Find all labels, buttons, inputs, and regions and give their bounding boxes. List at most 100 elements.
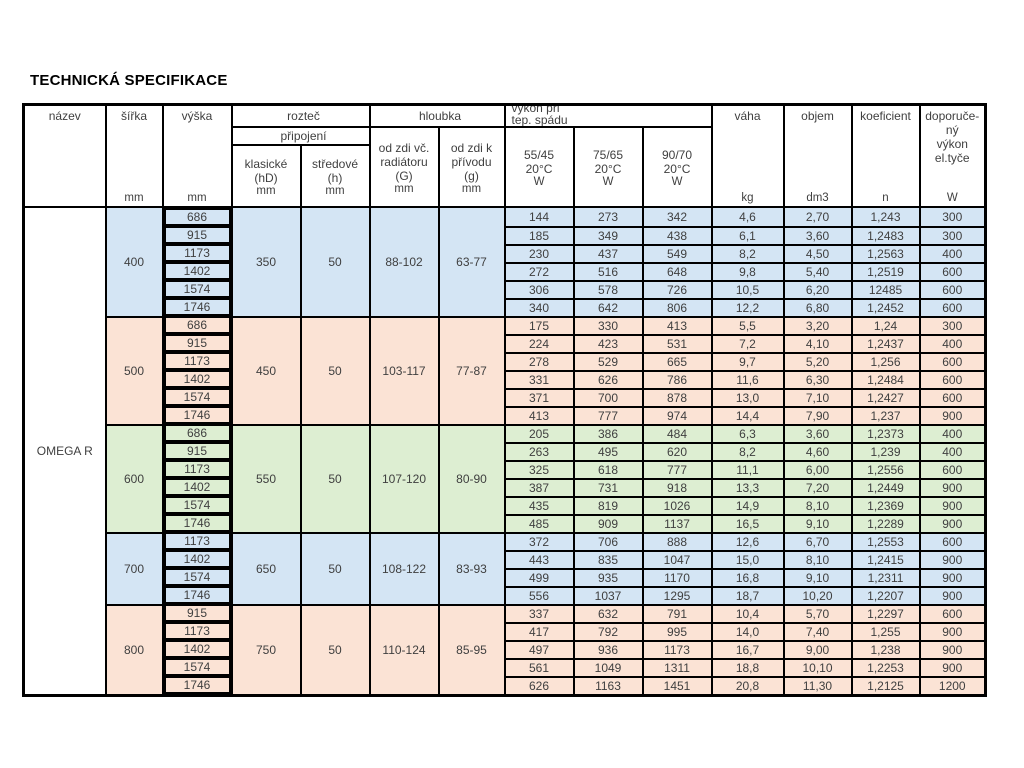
power-9070-cell: 1137	[641, 514, 713, 534]
power-7565-cell: 437	[572, 244, 644, 264]
el-rod-power-cell: 600	[918, 604, 987, 624]
volume-cell: 9,10	[782, 568, 853, 588]
col-header-pripojeni: připojení	[230, 126, 371, 146]
power-7565-cell: 700	[572, 388, 644, 408]
table-row: 1402 497 936 1173 16,7 9,00 1,238 900	[24, 640, 987, 660]
table-row: 1574 306 578 726 10,5 6,20 12485 600	[24, 280, 987, 300]
weight-cell: 15,0	[710, 550, 785, 570]
coefficient-cell: 1,243	[850, 206, 921, 228]
coefficient-cell: 1,2289	[850, 514, 921, 534]
height-cell: 1402	[161, 640, 233, 660]
table-row: 1173 325 618 777 11,1 6,00 1,2556 600	[24, 460, 987, 480]
table-row: 1402 443 835 1047 15,0 8,10 1,2415 900	[24, 550, 987, 570]
power-9070-cell: 1311	[641, 658, 713, 678]
coefficient-cell: 1,2563	[850, 244, 921, 264]
pitch-classic-cell: 750	[230, 604, 302, 697]
el-rod-power-cell: 900	[918, 514, 987, 534]
weight-cell: 7,2	[710, 334, 785, 354]
depth-radiator-cell: 88-102	[368, 206, 440, 318]
coefficient-cell: 1,2553	[850, 532, 921, 552]
weight-cell: 20,8	[710, 676, 785, 697]
volume-cell: 6,30	[782, 370, 853, 390]
volume-cell: 10,10	[782, 658, 853, 678]
el-rod-power-cell: 900	[918, 478, 987, 498]
table-row: 1402 387 731 918 13,3 7,20 1,2449 900	[24, 478, 987, 498]
el-rod-power-cell: 900	[918, 640, 987, 660]
col-header-koeficient: koeficient n	[850, 103, 921, 208]
power-7565-cell: 423	[572, 334, 644, 354]
volume-cell: 3,60	[782, 226, 853, 246]
power-7565-cell: 731	[572, 478, 644, 498]
power-5545-cell: 497	[503, 640, 575, 660]
el-rod-power-cell: 300	[918, 316, 987, 336]
el-rod-power-cell: 1200	[918, 676, 987, 697]
depth-radiator-cell: 110-124	[368, 604, 440, 697]
power-9070-cell: 438	[641, 226, 713, 246]
el-rod-power-cell: 400	[918, 424, 987, 444]
power-5545-cell: 175	[503, 316, 575, 336]
coefficient-cell: 1,24	[850, 316, 921, 336]
depth-radiator-cell: 107-120	[368, 424, 440, 534]
volume-cell: 8,10	[782, 496, 853, 516]
power-7565-cell: 935	[572, 568, 644, 588]
coefficient-cell: 1,2427	[850, 388, 921, 408]
height-cell: 1574	[161, 280, 233, 300]
power-5545-cell: 626	[503, 676, 575, 697]
power-9070-cell: 1170	[641, 568, 713, 588]
power-5545-cell: 272	[503, 262, 575, 282]
power-5545-cell: 417	[503, 622, 575, 642]
power-9070-cell: 806	[641, 298, 713, 318]
pitch-center-cell: 50	[299, 604, 371, 697]
power-9070-cell: 413	[641, 316, 713, 336]
coefficient-cell: 1,2253	[850, 658, 921, 678]
table-row: 1402 272 516 648 9,8 5,40 1,2519 600	[24, 262, 987, 282]
table-row: 1746 485 909 1137 16,5 9,10 1,2289 900	[24, 514, 987, 534]
table-row: 1173 278 529 665 9,7 5,20 1,256 600	[24, 352, 987, 372]
coefficient-cell: 1,2311	[850, 568, 921, 588]
table-row: 600 686 550 50 107-120 80-90 205 386 484 6,3 3,60 1…	[24, 424, 987, 534]
weight-cell: 9,7	[710, 352, 785, 372]
power-9070-cell: 1451	[641, 676, 713, 697]
el-rod-power-cell: 900	[918, 496, 987, 516]
height-cell: 1746	[161, 676, 233, 697]
volume-cell: 9,00	[782, 640, 853, 660]
power-5545-cell: 230	[503, 244, 575, 264]
volume-cell: 4,50	[782, 244, 853, 264]
coefficient-cell: 1,2297	[850, 604, 921, 624]
power-5545-cell: 306	[503, 280, 575, 300]
volume-cell: 6,70	[782, 532, 853, 552]
weight-cell: 11,1	[710, 460, 785, 480]
volume-cell: 7,20	[782, 478, 853, 498]
volume-cell: 11,30	[782, 676, 853, 697]
pitch-classic-cell: 550	[230, 424, 302, 534]
height-cell: 1402	[161, 550, 233, 570]
power-5545-cell: 387	[503, 478, 575, 498]
weight-cell: 13,3	[710, 478, 785, 498]
pitch-center-cell: 50	[299, 532, 371, 606]
power-7565-cell: 330	[572, 316, 644, 336]
weight-cell: 11,6	[710, 370, 785, 390]
power-7565-cell: 632	[572, 604, 644, 624]
weight-cell: 8,2	[710, 442, 785, 462]
weight-cell: 13,0	[710, 388, 785, 408]
coefficient-cell: 1,2415	[850, 550, 921, 570]
coefficient-cell: 1,2483	[850, 226, 921, 246]
height-cell: 686	[161, 424, 233, 444]
volume-cell: 7,40	[782, 622, 853, 642]
table-row: 700 1173 650 50 108-122 83-93 372 706 888 12,6 6,7…	[24, 532, 987, 606]
col-header-vaha: váha kg	[710, 103, 785, 208]
volume-cell: 3,60	[782, 424, 853, 444]
col-header-depth-supply: od zdi k přívodu (g) mm	[437, 126, 506, 208]
volume-cell: 7,10	[782, 388, 853, 408]
height-cell: 1173	[161, 622, 233, 642]
power-9070-cell: 665	[641, 352, 713, 372]
power-7565-cell: 792	[572, 622, 644, 642]
power-7565-cell: 936	[572, 640, 644, 660]
power-9070-cell: 974	[641, 406, 713, 426]
height-cell: 915	[161, 226, 233, 246]
table-row: 1574 371 700 878 13,0 7,10 1,2427 600	[24, 388, 987, 408]
col-header-vyska: výška mm	[161, 103, 233, 208]
depth-supply-cell: 77-87	[437, 316, 506, 426]
power-9070-cell: 888	[641, 532, 713, 552]
